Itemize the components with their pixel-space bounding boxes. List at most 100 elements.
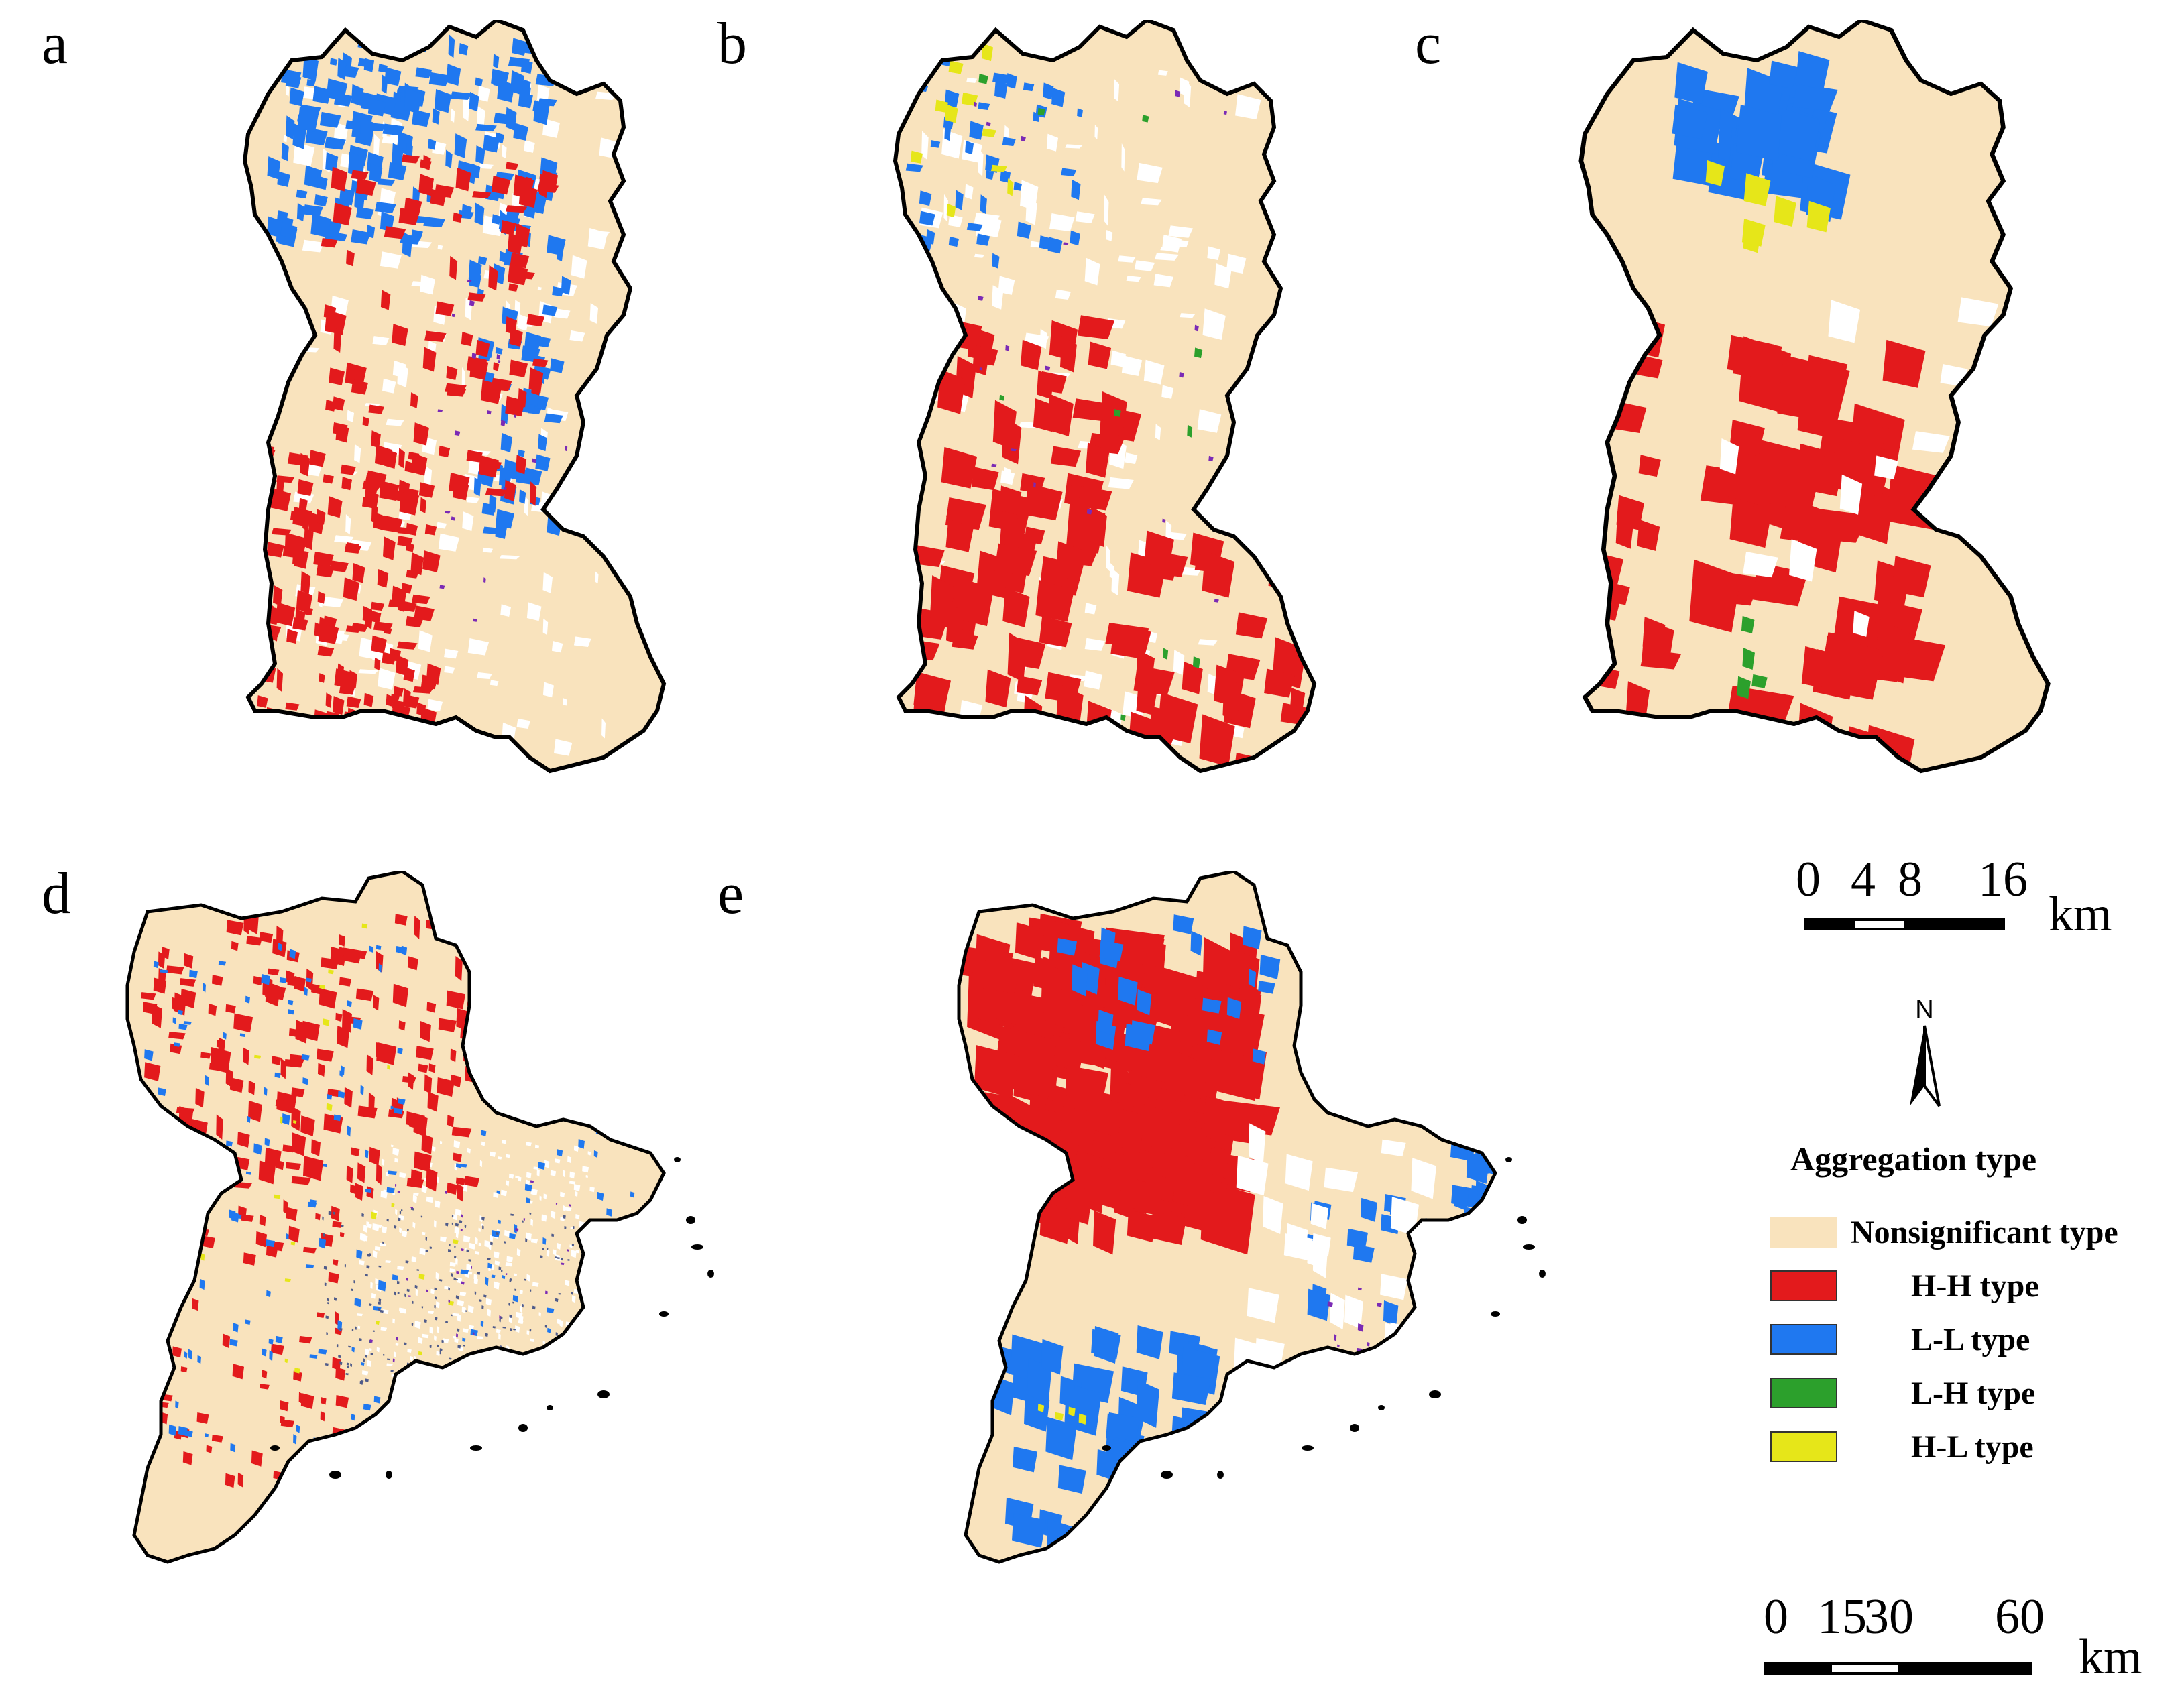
map-patch (1194, 324, 1199, 332)
map-patch (565, 445, 568, 452)
map-patch (481, 1141, 485, 1146)
map-patch (530, 1338, 534, 1342)
map-patch (1373, 1351, 1378, 1356)
map-patch (553, 308, 571, 319)
map-patch (1157, 692, 1198, 744)
map-patch (508, 1369, 511, 1372)
map-patch (1248, 1123, 1266, 1165)
map-patch (1077, 108, 1084, 117)
map-patch (509, 1314, 512, 1319)
map-patch (309, 450, 326, 467)
map-patch (420, 1368, 426, 1372)
map-patch (974, 213, 1000, 226)
map-patch (1137, 989, 1152, 1016)
map-patch (1086, 509, 1092, 515)
map-patch (427, 699, 443, 711)
map-patch (1013, 182, 1022, 191)
map-patch (555, 1332, 558, 1337)
map-patch (222, 1333, 231, 1349)
map-patch (303, 1246, 317, 1254)
map-patch (261, 973, 271, 985)
map-patch (374, 657, 381, 670)
map-patch (1223, 110, 1227, 115)
map-patch (467, 1305, 474, 1313)
map-patch (357, 1162, 366, 1183)
map-patch (355, 988, 374, 1002)
map-patch (529, 1212, 532, 1215)
map-patch (286, 629, 298, 644)
map-patch (351, 1329, 354, 1331)
map-patch (189, 969, 198, 979)
map-patch (505, 1262, 513, 1267)
map-patch (302, 204, 323, 217)
map-patch (1141, 1103, 1177, 1153)
map-patch (1144, 530, 1174, 570)
map-patch (456, 1270, 459, 1274)
map-patch (169, 1228, 182, 1244)
map-patch (594, 1278, 600, 1286)
map-patch (1957, 297, 1999, 327)
map-patch (1705, 160, 1725, 186)
map-patch (548, 1372, 551, 1377)
map-patch (1235, 94, 1261, 120)
map-patch (333, 696, 345, 715)
map-patch (578, 1139, 585, 1149)
map-patch (398, 208, 420, 225)
map-patch (396, 489, 404, 502)
map-patch (455, 1295, 459, 1300)
map-patch (292, 123, 306, 149)
map-patch (562, 698, 567, 706)
map-patch (573, 1145, 579, 1152)
map-patch (555, 1298, 559, 1303)
map-patch (412, 1195, 417, 1203)
map-patch (982, 128, 996, 137)
scale-bottom-tick-3: 60 (1995, 1589, 2045, 1644)
map-patch (350, 1184, 356, 1194)
map-patch (463, 1235, 471, 1243)
map-patch (451, 1314, 453, 1317)
map-patch (1167, 532, 1187, 540)
map-patch (149, 1317, 162, 1325)
map-patch (298, 497, 308, 510)
map-patch (370, 1353, 373, 1355)
map-patch (1047, 394, 1074, 437)
map-patch (490, 1378, 492, 1382)
map-patch (361, 723, 369, 739)
map-patch (1118, 976, 1138, 1006)
map-patch (355, 1326, 357, 1330)
map-patch (377, 568, 389, 588)
map-patch (289, 1054, 306, 1063)
map-patch (357, 1313, 363, 1317)
map-patch (508, 283, 518, 292)
map-patch (1039, 328, 1047, 349)
map-patch (571, 1292, 573, 1295)
map-patch (291, 1176, 311, 1185)
map-patch (395, 1209, 398, 1215)
map-patch (408, 1295, 411, 1297)
map-patch (587, 228, 608, 250)
map-patch (1163, 648, 1169, 660)
map-patch (392, 983, 409, 1008)
map-patch (158, 1087, 166, 1097)
map-patch (335, 1395, 349, 1408)
map-patch (392, 324, 408, 346)
map-patch (567, 1249, 569, 1252)
map-patch (491, 68, 510, 86)
map-patch (542, 118, 560, 138)
map-patch (1729, 491, 1774, 548)
map-patch (195, 1087, 205, 1108)
map-patch (532, 1371, 536, 1374)
island (1505, 1157, 1512, 1162)
map-patch (496, 354, 501, 360)
map-patch (329, 367, 345, 385)
map-patch (321, 238, 338, 248)
map-patch (286, 1233, 289, 1240)
map-patch (1018, 1184, 1045, 1224)
map-patch (271, 528, 292, 536)
map-patch (327, 496, 343, 518)
map-patch (378, 963, 382, 973)
map-patch (1004, 125, 1009, 141)
map-patch (1084, 603, 1097, 615)
map-patch (437, 1326, 440, 1334)
map-patch (986, 1148, 1020, 1216)
